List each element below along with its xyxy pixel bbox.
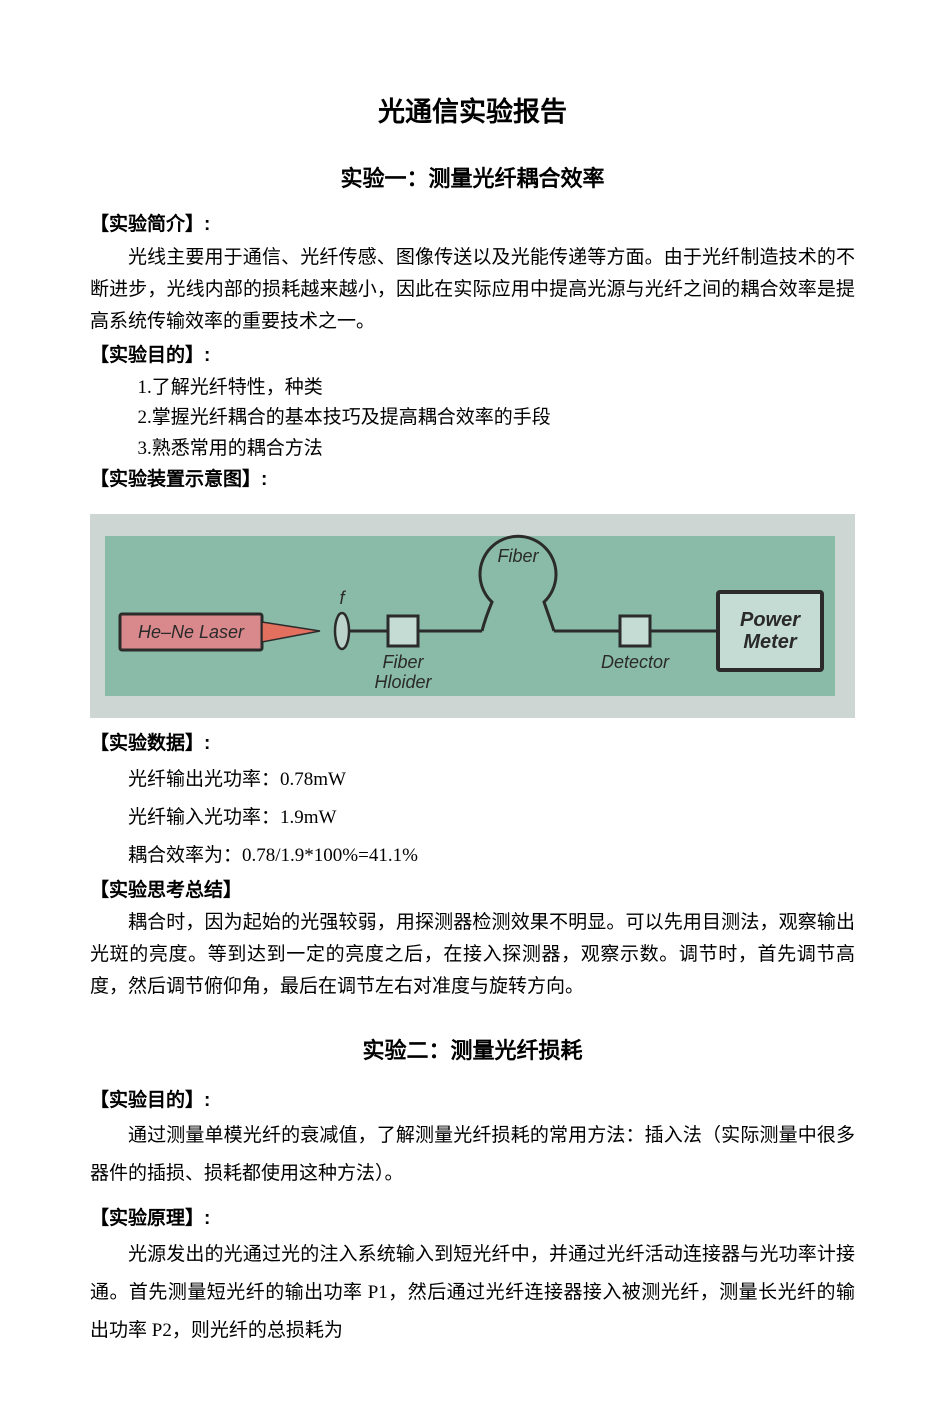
experiment-2-title: 实验二：测量光纤损耗 <box>90 1032 855 1069</box>
section-label-goal: 【实验目的】: <box>90 340 855 372</box>
section-label-principle: 【实验原理】: <box>90 1203 855 1235</box>
svg-text:He–Ne Laser: He–Ne Laser <box>138 622 245 642</box>
svg-text:Meter: Meter <box>743 631 798 653</box>
goal-2-paragraph: 通过测量单模光纤的衰减值，了解测量光纤损耗的常用方法：插入法（实际测量中很多器件… <box>90 1117 855 1193</box>
data-line-output-power: 光纤输出光功率：0.78mW <box>90 761 855 799</box>
experiment-1-title: 实验一：测量光纤耦合效率 <box>90 160 855 197</box>
section-label-data: 【实验数据】: <box>90 728 855 760</box>
principle-paragraph: 光源发出的光通过光的注入系统输入到短光纤中，并通过光纤活动连接器与光功率计接通。… <box>90 1236 855 1350</box>
apparatus-diagram: He–Ne Laser f Fiber Hloider Fiber Detect… <box>90 514 855 718</box>
summary-paragraph: 耦合时，因为起始的光强较弱，用探测器检测效果不明显。可以先用目测法，观察输出光斑… <box>90 907 855 1004</box>
data-line-input-power: 光纤输入光功率：1.9mW <box>90 799 855 837</box>
data-line-efficiency: 耦合效率为：0.78/1.9*100%=41.1% <box>90 837 855 875</box>
goal-item-1: 1.了解光纤特性，种类 <box>90 373 855 403</box>
svg-text:Hloider: Hloider <box>374 672 432 692</box>
svg-text:Fiber: Fiber <box>382 652 424 672</box>
intro-paragraph: 光线主要用于通信、光纤传感、图像传送以及光能传递等方面。由于光纤制造技术的不断进… <box>90 242 855 339</box>
goal-item-3: 3.熟悉常用的耦合方法 <box>90 434 855 464</box>
document-title: 光通信实验报告 <box>90 90 855 136</box>
svg-text:Power: Power <box>740 609 801 631</box>
section-label-intro: 【实验简介】: <box>90 209 855 241</box>
section-label-apparatus: 【实验装置示意图】: <box>90 464 855 496</box>
svg-text:Detector: Detector <box>601 652 670 672</box>
goal-item-2: 2.掌握光纤耦合的基本技巧及提高耦合效率的手段 <box>90 403 855 433</box>
section-label-goal-2: 【实验目的】: <box>90 1085 855 1117</box>
section-label-summary: 【实验思考总结】 <box>90 875 855 907</box>
svg-text:Fiber: Fiber <box>497 546 539 566</box>
